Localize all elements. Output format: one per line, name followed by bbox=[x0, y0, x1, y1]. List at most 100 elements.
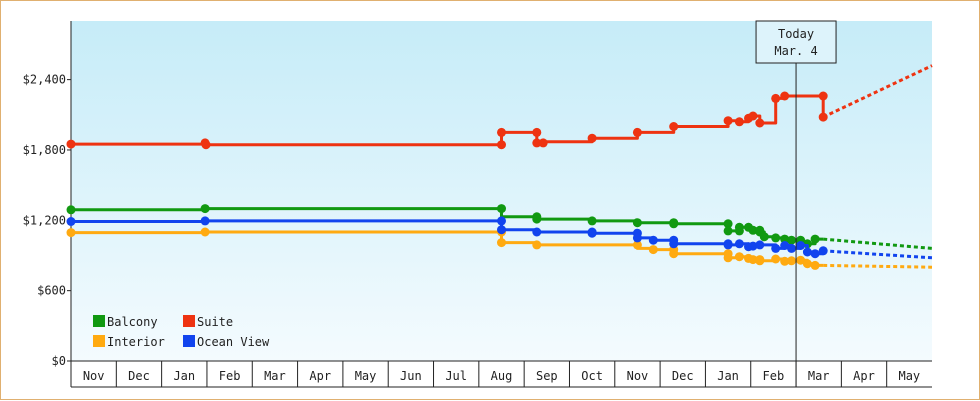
today-label: Today bbox=[778, 27, 814, 41]
data-point bbox=[780, 241, 790, 250]
data-point bbox=[497, 225, 506, 235]
month-label-dec: Dec bbox=[128, 369, 150, 383]
data-point bbox=[771, 93, 781, 103]
data-point bbox=[755, 240, 765, 250]
legend-label-balcony: Balcony bbox=[107, 315, 158, 329]
data-point bbox=[632, 127, 642, 137]
data-point bbox=[810, 260, 820, 270]
legend-swatch-balcony bbox=[93, 315, 105, 327]
data-point bbox=[748, 241, 758, 251]
legend-swatch-suite bbox=[183, 315, 195, 327]
data-point bbox=[632, 240, 642, 250]
y-tick-label: $1,200 bbox=[23, 213, 66, 227]
data-point bbox=[723, 116, 733, 126]
data-point bbox=[818, 91, 828, 101]
month-label-jan: Jan bbox=[173, 369, 195, 383]
data-point bbox=[780, 234, 790, 244]
data-point bbox=[532, 138, 542, 148]
data-point bbox=[669, 122, 679, 131]
data-point bbox=[796, 255, 806, 265]
data-point bbox=[632, 233, 642, 243]
data-point bbox=[723, 240, 733, 250]
data-point bbox=[818, 246, 828, 256]
data-point bbox=[796, 241, 806, 250]
data-point bbox=[755, 118, 765, 128]
data-point bbox=[532, 227, 542, 237]
data-point bbox=[771, 233, 781, 243]
data-point bbox=[810, 249, 820, 259]
data-point bbox=[780, 256, 790, 266]
data-point bbox=[587, 216, 597, 226]
series-balcony bbox=[66, 204, 933, 250]
month-label-oct: Oct bbox=[581, 369, 603, 383]
series-ocean-view bbox=[66, 216, 933, 260]
data-point bbox=[802, 259, 812, 269]
data-point bbox=[723, 219, 733, 229]
data-point bbox=[532, 240, 542, 250]
data-point bbox=[734, 252, 744, 262]
month-label-nov: Nov bbox=[83, 369, 105, 383]
today-label-box bbox=[755, 20, 837, 64]
legend-swatch-ocean-view bbox=[183, 335, 195, 347]
month-label-aug: Aug bbox=[491, 369, 513, 383]
data-point bbox=[200, 216, 210, 226]
data-point bbox=[66, 205, 76, 215]
series-suite bbox=[66, 64, 933, 150]
data-point bbox=[200, 227, 210, 237]
month-label-nov: Nov bbox=[627, 369, 649, 383]
data-point bbox=[748, 111, 758, 121]
data-point bbox=[771, 254, 781, 264]
data-point bbox=[669, 239, 679, 249]
data-point bbox=[669, 219, 679, 229]
data-point bbox=[787, 256, 796, 266]
data-point bbox=[755, 256, 765, 266]
data-point bbox=[755, 225, 765, 235]
y-tick-label: $600 bbox=[37, 284, 66, 298]
data-point bbox=[669, 249, 679, 259]
legend: Balcony Suite Interior Ocean View bbox=[93, 315, 270, 349]
data-point bbox=[648, 245, 658, 255]
data-point bbox=[497, 216, 506, 226]
month-label-apr: Apr bbox=[309, 369, 331, 383]
y-axis: $0 $600 $1,200 $1,800 $2,400 bbox=[23, 21, 72, 387]
data-point bbox=[66, 228, 76, 238]
data-point bbox=[201, 140, 211, 150]
legend-swatch-interior bbox=[93, 335, 105, 347]
y-tick-label: $1,800 bbox=[23, 143, 66, 157]
data-point bbox=[632, 218, 642, 228]
data-point bbox=[759, 232, 769, 242]
data-point bbox=[587, 133, 597, 143]
data-point bbox=[532, 127, 542, 137]
month-label-jul: Jul bbox=[445, 369, 467, 383]
data-point bbox=[497, 238, 506, 248]
data-point bbox=[532, 214, 542, 224]
month-label-jun: Jun bbox=[400, 369, 422, 383]
month-label-mar: Mar bbox=[808, 369, 830, 383]
data-point bbox=[723, 253, 733, 263]
data-point bbox=[787, 243, 796, 253]
data-point bbox=[771, 243, 781, 253]
data-point bbox=[734, 117, 744, 127]
month-label-apr: Apr bbox=[853, 369, 875, 383]
today-marker: Today Mar. 4 bbox=[755, 20, 837, 387]
month-label-feb: Feb bbox=[219, 369, 241, 383]
data-point bbox=[748, 225, 758, 235]
data-point bbox=[497, 127, 506, 137]
data-point bbox=[587, 228, 597, 238]
data-point bbox=[538, 138, 548, 148]
legend-label-ocean-view: Ocean View bbox=[197, 335, 270, 349]
data-point bbox=[497, 204, 506, 214]
plot-area bbox=[71, 21, 932, 361]
series-interior bbox=[66, 227, 933, 270]
data-point bbox=[723, 226, 733, 236]
data-point bbox=[497, 140, 506, 150]
month-label-may: May bbox=[355, 369, 377, 383]
data-point bbox=[200, 204, 210, 214]
month-label-feb: Feb bbox=[763, 369, 785, 383]
data-point bbox=[734, 239, 744, 249]
data-point bbox=[787, 235, 796, 245]
series-layer bbox=[66, 64, 933, 270]
data-point bbox=[810, 234, 820, 244]
